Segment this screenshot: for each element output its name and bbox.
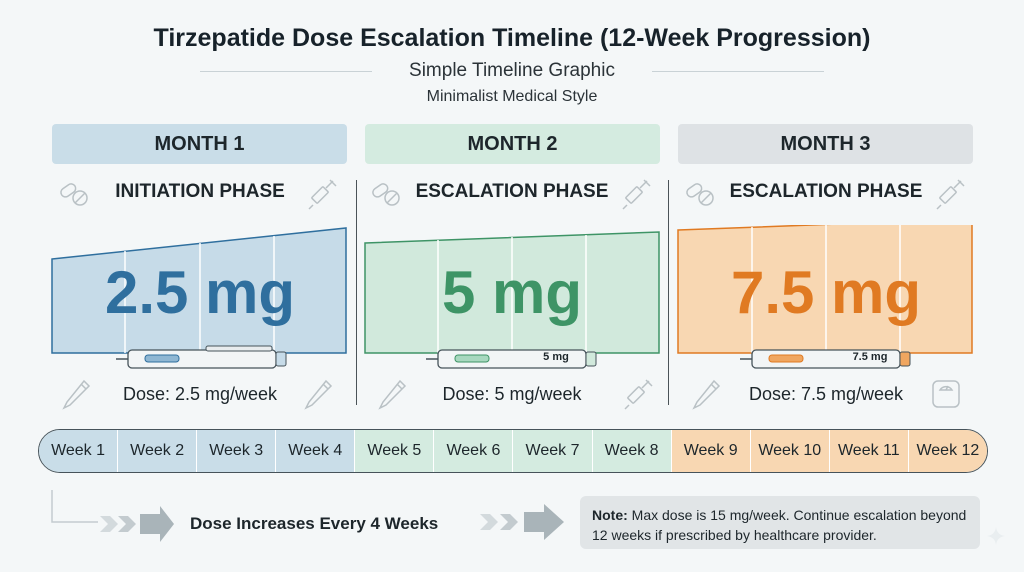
month-1-dose-value: 2.5 mg bbox=[104, 259, 296, 326]
note-label: Note: bbox=[592, 507, 628, 523]
week-timeline-bar: Week 1 Week 2 Week 3 Week 4 Week 5 Week … bbox=[38, 429, 988, 473]
pen-icon bbox=[692, 379, 721, 410]
pills-icon bbox=[372, 183, 400, 206]
syringe-icon bbox=[624, 379, 653, 410]
week-cell: Week 2 bbox=[118, 430, 198, 472]
week-cell: Week 8 bbox=[592, 430, 672, 472]
pills-icon bbox=[686, 183, 714, 206]
dose-increase-label: Dose Increases Every 4 Weeks bbox=[190, 514, 439, 533]
column-divider-1 bbox=[356, 180, 357, 405]
month-1-dose-panel bbox=[51, 227, 347, 354]
month-3-dose-value: 7.5 mg bbox=[730, 259, 922, 326]
subtitle: Simple Timeline Graphic bbox=[409, 60, 615, 81]
week-cell: Week 12 bbox=[908, 430, 987, 472]
week-cell: Week 5 bbox=[355, 430, 435, 472]
sparkle-icon bbox=[987, 527, 1005, 545]
month-1-phase: INITIATION PHASE bbox=[115, 181, 285, 202]
syringe-icon bbox=[936, 179, 965, 210]
month-1-dose-text: Dose: 2.5 mg/week bbox=[122, 384, 278, 404]
month-3-dose-panel bbox=[677, 225, 973, 354]
week-cell: Week 4 bbox=[276, 430, 356, 472]
pen-icon bbox=[378, 379, 407, 410]
dose-panels bbox=[51, 225, 973, 369]
column-divider-2 bbox=[668, 180, 669, 405]
subtitle-rule-left bbox=[200, 71, 372, 72]
week-cell: Week 7 bbox=[513, 430, 593, 472]
pills-icon bbox=[60, 183, 88, 206]
month-3-phase: ESCALATION PHASE bbox=[729, 181, 923, 202]
note-text: Max dose is 15 mg/week. Continue escalat… bbox=[592, 507, 967, 543]
month-3-header: MONTH 3 bbox=[678, 124, 973, 164]
note-box: Note: Max dose is 15 mg/week. Continue e… bbox=[580, 496, 980, 549]
week-cell: Week 3 bbox=[197, 430, 277, 472]
pen-icon bbox=[62, 379, 91, 410]
pen-device-month-1 bbox=[116, 345, 287, 369]
pen-device-month-2 bbox=[426, 349, 597, 369]
subtitle-secondary: Minimalist Medical Style bbox=[426, 88, 598, 105]
progress-arrow-icon bbox=[51, 490, 174, 542]
syringe-icon bbox=[308, 179, 337, 210]
month-2-dose-text: Dose: 5 mg/week bbox=[442, 384, 582, 404]
month-2-dose-value: 5 mg bbox=[441, 259, 583, 326]
pen-device-month-3 bbox=[740, 349, 911, 369]
week-cell: Week 6 bbox=[434, 430, 514, 472]
month-2-pen-label: 5 mg bbox=[543, 351, 569, 363]
week-cell: Week 9 bbox=[671, 430, 751, 472]
week-cell: Week 11 bbox=[829, 430, 909, 472]
month-2-phase: ESCALATION PHASE bbox=[415, 181, 609, 202]
month-1-header: MONTH 1 bbox=[52, 124, 347, 164]
week-cell: Week 1 bbox=[39, 430, 119, 472]
scale-icon bbox=[932, 380, 960, 408]
syringe-icon bbox=[622, 179, 651, 210]
subtitle-rule-right bbox=[652, 71, 824, 72]
month-2-dose-panel bbox=[364, 231, 660, 354]
page-title: Tirzepatide Dose Escalation Timeline (12… bbox=[153, 24, 871, 52]
month-3-dose-text: Dose: 7.5 mg/week bbox=[748, 384, 904, 404]
month-3-pen-label: 7.5 mg bbox=[852, 351, 888, 363]
week-cell: Week 10 bbox=[750, 430, 830, 472]
pen-icon bbox=[304, 379, 333, 410]
chevron-arrows-icon bbox=[480, 504, 564, 540]
month-2-header: MONTH 2 bbox=[365, 124, 660, 164]
